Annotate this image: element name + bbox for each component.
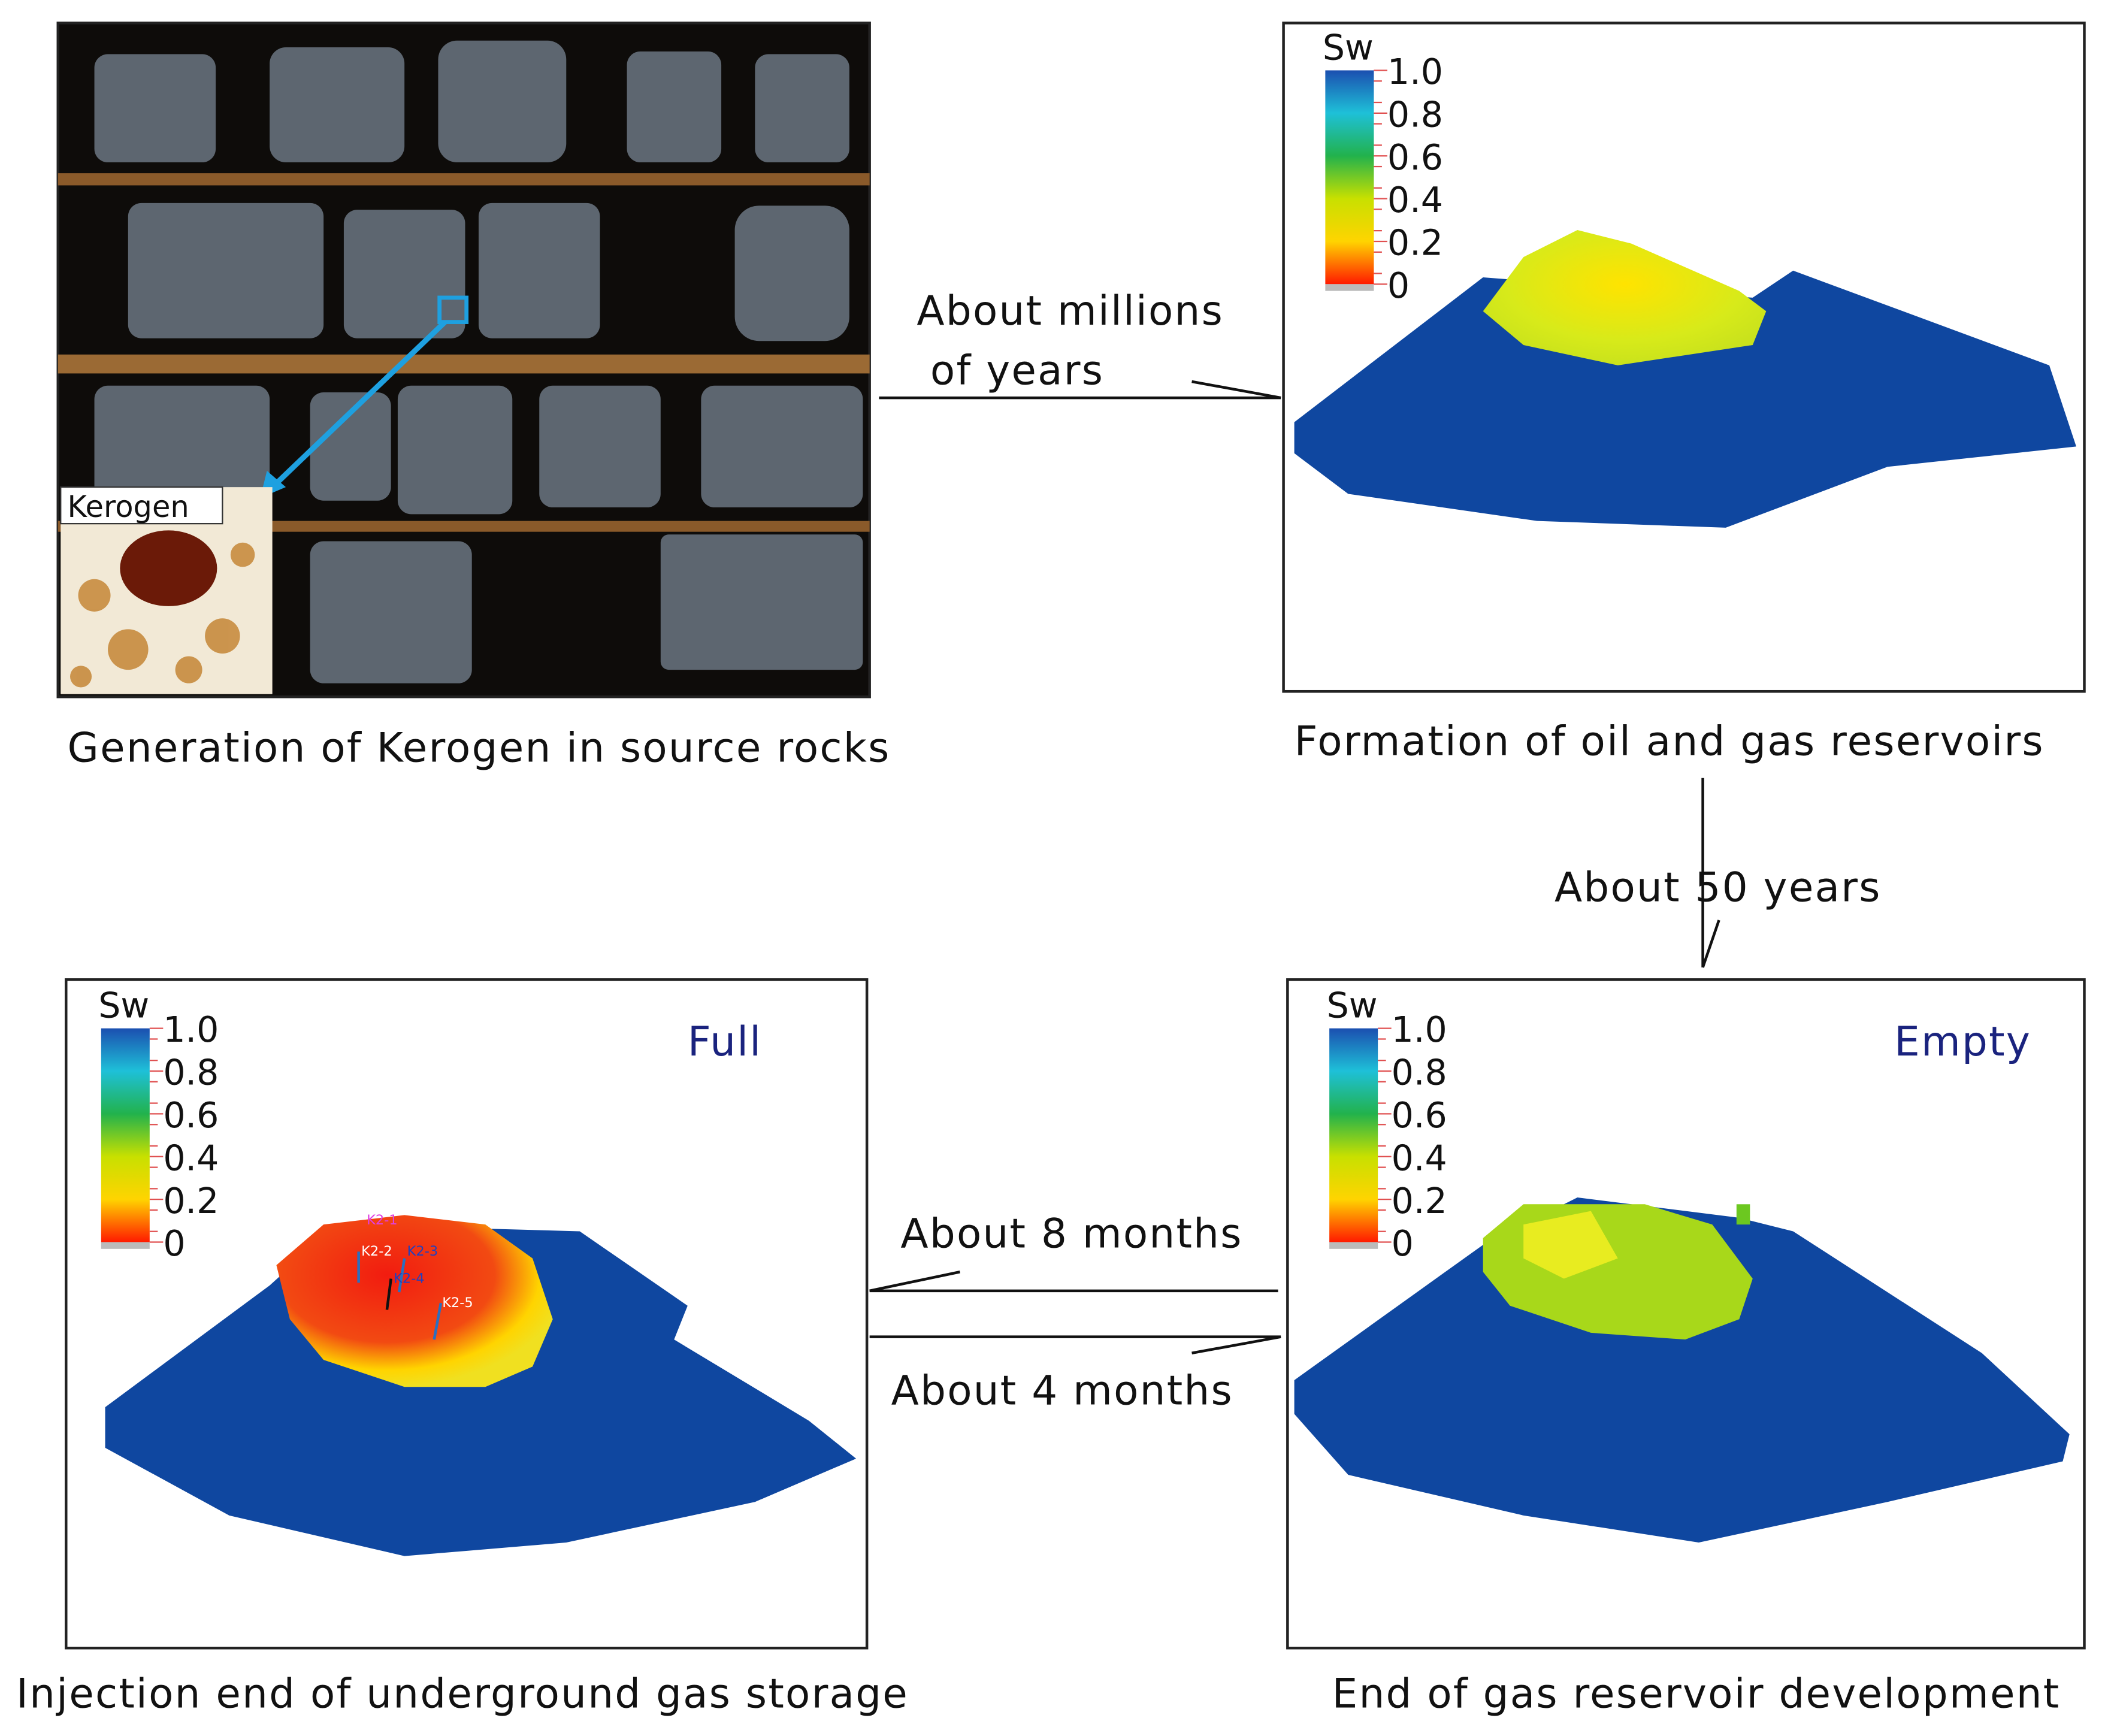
legend-tick-label: 0.8 <box>1392 1053 1447 1093</box>
legend-tick-label: 1.0 <box>1387 52 1443 92</box>
color-bar-base <box>101 1242 150 1249</box>
arrow-label: of years <box>930 346 1104 394</box>
arrow-label: About 8 months <box>900 1209 1242 1257</box>
well-label: K2-1 <box>367 1212 397 1228</box>
color-legend: Sw 1.00.80.60.40.20 <box>1327 985 1447 1264</box>
legend-title: Sw <box>1323 27 1374 68</box>
state-label: Empty <box>1894 1018 2031 1065</box>
panel-caption: Injection end of underground gas storage <box>16 1670 909 1717</box>
arrow-label: About 4 months <box>891 1366 1233 1414</box>
legend-tick-label: 0.4 <box>1392 1138 1447 1178</box>
panel-caption: End of gas reservoir development <box>1332 1670 2061 1717</box>
arrow-label: About millions <box>917 287 1224 334</box>
legend-tick-label: 0 <box>1387 265 1410 306</box>
legend-tick-label: 0.2 <box>1392 1181 1447 1221</box>
legend-tick-label: 0.6 <box>1392 1095 1447 1136</box>
color-bar <box>1325 70 1374 285</box>
color-bar <box>1329 1028 1378 1242</box>
legend-tick-label: 0.8 <box>1387 94 1443 135</box>
legend-tick-label: 0.4 <box>1387 180 1443 220</box>
arrow-label: About 50 years <box>1554 863 1882 911</box>
legend-tick-label: 1.0 <box>163 1009 219 1050</box>
well-label: K2-2 <box>361 1244 392 1259</box>
legend-tick-label: 0 <box>163 1223 185 1264</box>
legend-tick-label: 0.6 <box>163 1095 219 1136</box>
reservoir-panel: Empty Sw 1.00.80.60.40.20 <box>1286 978 2086 1650</box>
legend-tick-label: 0.2 <box>163 1181 219 1221</box>
legend-title: Sw <box>98 985 149 1026</box>
panel-caption: Generation of Kerogen in source rocks <box>68 724 891 772</box>
legend-tick-label: 0.8 <box>163 1053 219 1093</box>
legend-tick-label: 0.2 <box>1387 222 1443 263</box>
legend-tick-label: 0.4 <box>163 1138 219 1178</box>
well-label: K2-4 <box>394 1271 424 1286</box>
legend-title: Sw <box>1327 985 1378 1026</box>
reservoir-panel: Sw 1.00.80.60.40.20 <box>1282 22 2086 693</box>
legend-tick-label: 0 <box>1392 1223 1414 1264</box>
color-bar <box>101 1028 150 1242</box>
reservoir-panel: K2-1 K2-2 K2-3 K2-4 K2-5 Full Sw1.00.80.… <box>65 978 869 1650</box>
legend-tick-label: 1.0 <box>1392 1009 1447 1050</box>
state-label: Full <box>688 1018 762 1065</box>
arrows <box>869 380 1720 1354</box>
core-photo: Kerogen <box>56 22 871 698</box>
well-label: K2-5 <box>442 1295 473 1311</box>
color-bar-base <box>1325 284 1374 291</box>
legend-tick-label: 0.6 <box>1387 137 1443 178</box>
inset-label: Kerogen <box>68 489 189 524</box>
well-label: K2-3 <box>407 1244 438 1259</box>
color-legend: Sw 1.00.80.60.40.20 <box>1323 27 1443 306</box>
color-legend: Sw 1.00.80.60.40.20 <box>98 985 219 1264</box>
color-bar-base <box>1329 1242 1378 1249</box>
panel-caption: Formation of oil and gas reservoirs <box>1295 717 2045 764</box>
